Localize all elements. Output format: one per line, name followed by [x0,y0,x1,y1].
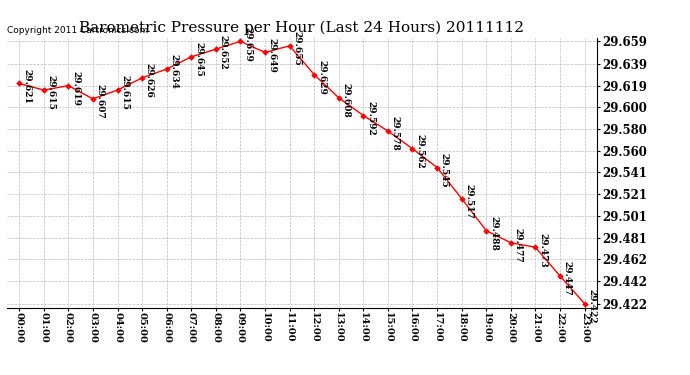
Text: 29.645: 29.645 [194,42,203,77]
Text: 29.619: 29.619 [71,71,80,106]
Text: 29.447: 29.447 [563,261,572,296]
Text: 29.477: 29.477 [513,228,522,263]
Text: 29.607: 29.607 [96,84,105,119]
Text: 29.608: 29.608 [342,83,351,118]
Text: 29.629: 29.629 [317,60,326,95]
Text: Copyright 2011 Cartronics.com: Copyright 2011 Cartronics.com [7,26,148,35]
Text: 29.592: 29.592 [366,101,375,136]
Text: 29.578: 29.578 [391,116,400,151]
Text: 29.422: 29.422 [587,289,596,324]
Text: 29.562: 29.562 [415,134,424,169]
Text: 29.615: 29.615 [120,75,129,110]
Text: 29.473: 29.473 [538,232,547,267]
Text: 29.545: 29.545 [440,153,449,188]
Text: 29.615: 29.615 [46,75,56,110]
Text: 29.659: 29.659 [243,27,253,62]
Text: 29.517: 29.517 [464,184,473,219]
Text: 29.652: 29.652 [219,34,228,69]
Text: 29.655: 29.655 [293,31,302,66]
Text: 29.626: 29.626 [145,63,154,98]
Text: 29.649: 29.649 [268,38,277,73]
Title: Barometric Pressure per Hour (Last 24 Hours) 20111112: Barometric Pressure per Hour (Last 24 Ho… [79,21,524,35]
Text: 29.634: 29.634 [170,54,179,89]
Text: 29.488: 29.488 [489,216,498,251]
Text: 29.621: 29.621 [22,69,31,104]
